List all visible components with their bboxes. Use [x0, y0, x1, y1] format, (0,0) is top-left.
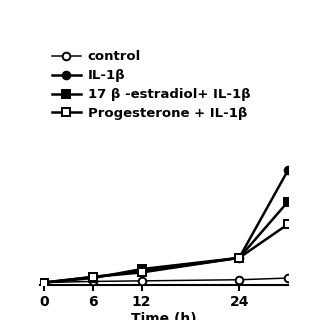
X-axis label: Time (h): Time (h) — [131, 312, 197, 320]
Legend: control, IL-1β, 17 β -estradiol+ IL-1β, Progesterone + IL-1β: control, IL-1β, 17 β -estradiol+ IL-1β, … — [47, 45, 255, 125]
